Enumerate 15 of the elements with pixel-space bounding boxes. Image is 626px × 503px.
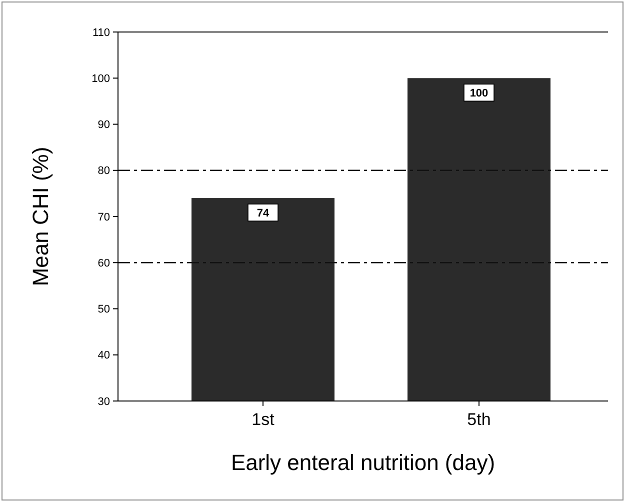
- y-tick-label: 80: [98, 165, 110, 178]
- y-tick-label: 50: [98, 304, 110, 316]
- y-tick-label: 30: [98, 396, 110, 408]
- data-label: 74: [256, 207, 270, 220]
- y-axis-title: Mean CHI (%): [28, 146, 53, 286]
- x-tick-label: 5th: [467, 410, 491, 429]
- x-axis-title: Early enteral nutrition (day): [230, 450, 496, 475]
- y-tick-label: 40: [98, 350, 110, 362]
- x-tick-label: 1st: [252, 410, 275, 429]
- y-tick-label: 110: [92, 26, 110, 39]
- y-tick-label: 70: [98, 211, 110, 224]
- y-tick-label: 100: [92, 72, 110, 85]
- y-tick-label: 60: [98, 257, 110, 270]
- data-label: 100: [470, 87, 488, 100]
- y-tick-label: 90: [98, 119, 110, 132]
